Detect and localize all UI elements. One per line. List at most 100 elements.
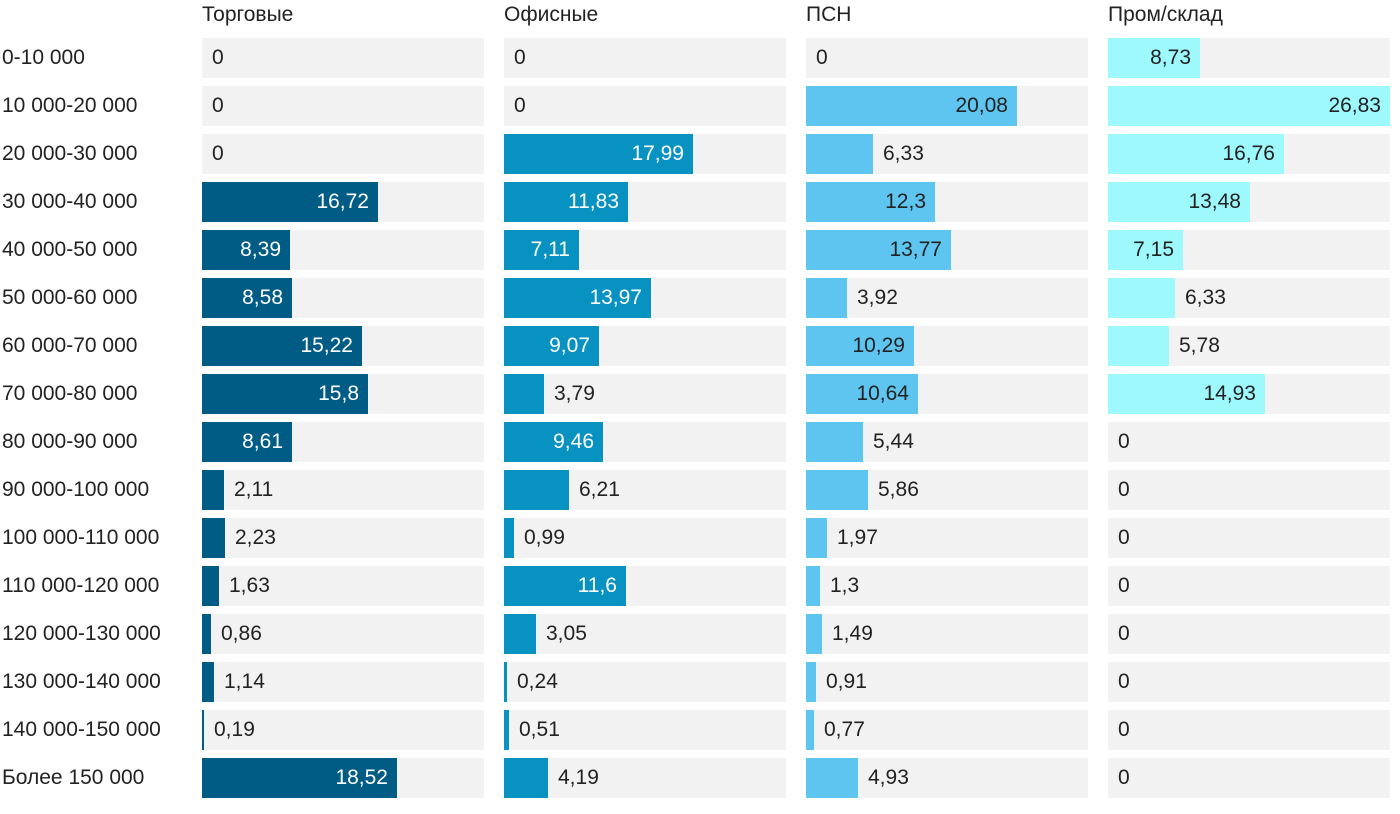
- bar-псн: [806, 662, 816, 702]
- category-label: 40 000-50 000: [2, 238, 138, 261]
- bar-track: 0: [504, 38, 786, 78]
- bar-track: 7,11: [504, 230, 786, 270]
- bar-track: 4,19: [504, 758, 786, 798]
- bar-track: 20,08: [806, 86, 1088, 126]
- bar-псн: [806, 758, 858, 798]
- data-label: 0,19: [214, 718, 255, 741]
- bar-track: 8,39: [202, 230, 484, 270]
- bar-track: 0,24: [504, 662, 786, 702]
- data-label: 4,19: [558, 766, 599, 789]
- bar-track: 15,22: [202, 326, 484, 366]
- bar-track: 9,46: [504, 422, 786, 462]
- data-label: 0,24: [517, 670, 558, 693]
- bar-track: 3,79: [504, 374, 786, 414]
- bar-track: 0: [1108, 470, 1390, 510]
- data-label: 26,83: [1328, 94, 1381, 117]
- bar-пром-склад: [1108, 326, 1169, 366]
- bar-track: 0,99: [504, 518, 786, 558]
- category-label: 90 000-100 000: [2, 478, 150, 501]
- bar-track: 1,3: [806, 566, 1088, 606]
- bar-track: 13,97: [504, 278, 786, 318]
- data-label: 0: [514, 46, 526, 69]
- bar-офисные: [504, 662, 507, 702]
- bar-track: 6,33: [806, 134, 1088, 174]
- data-label: 3,79: [554, 382, 595, 405]
- data-label: 3,92: [857, 286, 898, 309]
- bar-track: 5,86: [806, 470, 1088, 510]
- bar-офисные: [504, 758, 548, 798]
- category-label: 70 000-80 000: [2, 382, 138, 405]
- bar-track: 10,64: [806, 374, 1088, 414]
- bar-track: 13,77: [806, 230, 1088, 270]
- bar-торговые: [202, 374, 368, 414]
- bar-офисные: [504, 230, 579, 270]
- bar-track: 11,6: [504, 566, 786, 606]
- category-label: 0-10 000: [2, 46, 85, 69]
- data-label: 8,61: [242, 430, 283, 453]
- bar-офисные: [504, 422, 603, 462]
- data-label: 1,14: [224, 670, 265, 693]
- data-label: 8,39: [240, 238, 281, 261]
- bar-пром-склад: [1108, 278, 1175, 318]
- bar-офисные: [504, 566, 626, 606]
- bar-псн: [806, 566, 820, 606]
- bar-track: 0: [1108, 758, 1390, 798]
- bar-торговые: [202, 566, 219, 606]
- data-label: 4,93: [868, 766, 909, 789]
- bar-track: 9,07: [504, 326, 786, 366]
- data-label: 12,3: [885, 190, 926, 213]
- category-label: 30 000-40 000: [2, 190, 138, 213]
- bar-торговые: [202, 614, 211, 654]
- series-header: ПСН: [806, 3, 852, 26]
- bar-track: 3,92: [806, 278, 1088, 318]
- bar-торговые: [202, 470, 224, 510]
- bar-псн: [806, 470, 868, 510]
- bar-торговые: [202, 182, 378, 222]
- bar-track: 5,78: [1108, 326, 1390, 366]
- bar-торговые: [202, 422, 292, 462]
- data-label: 0: [1118, 670, 1130, 693]
- bar-track: 12,3: [806, 182, 1088, 222]
- data-label: 6,33: [1185, 286, 1226, 309]
- series-header: Офисные: [504, 3, 599, 26]
- data-label: 6,21: [579, 478, 620, 501]
- bar-track: 1,97: [806, 518, 1088, 558]
- bar-track: 8,61: [202, 422, 484, 462]
- data-label: 13,77: [889, 238, 942, 261]
- data-label: 8,58: [242, 286, 283, 309]
- bar-track: 0,51: [504, 710, 786, 750]
- bar-track: 18,52: [202, 758, 484, 798]
- bar-track: 4,93: [806, 758, 1088, 798]
- data-label: 0,77: [824, 718, 865, 741]
- bar-track: 8,58: [202, 278, 484, 318]
- category-label: 10 000-20 000: [2, 94, 138, 117]
- series-header: Пром/склад: [1108, 3, 1223, 26]
- data-label: 10,29: [852, 334, 905, 357]
- data-label: 0,51: [519, 718, 560, 741]
- bar-псн: [806, 134, 873, 174]
- data-label: 0: [816, 46, 828, 69]
- bar-track: 1,14: [202, 662, 484, 702]
- bar-офисные: [504, 470, 569, 510]
- data-label: 0,86: [221, 622, 262, 645]
- bar-track: 1,49: [806, 614, 1088, 654]
- bar-track: 0: [806, 38, 1088, 78]
- bar-торговые: [202, 758, 397, 798]
- bar-track: 0: [1108, 566, 1390, 606]
- category-label: 110 000-120 000: [2, 574, 160, 597]
- category-label: Более 150 000: [2, 766, 145, 789]
- data-label: 5,86: [878, 478, 919, 501]
- series-header: Торговые: [202, 3, 294, 26]
- bar-псн: [806, 614, 822, 654]
- bar-track: 8,73: [1108, 38, 1390, 78]
- bar-track: 11,83: [504, 182, 786, 222]
- data-label: 6,33: [883, 142, 924, 165]
- bar-track: 16,72: [202, 182, 484, 222]
- category-label: 20 000-30 000: [2, 142, 138, 165]
- bar-торговые: [202, 710, 204, 750]
- bar-торговые: [202, 662, 214, 702]
- bar-track: 0: [1108, 662, 1390, 702]
- bar-track: 2,23: [202, 518, 484, 558]
- category-label: 50 000-60 000: [2, 286, 138, 309]
- bar-псн: [806, 182, 935, 222]
